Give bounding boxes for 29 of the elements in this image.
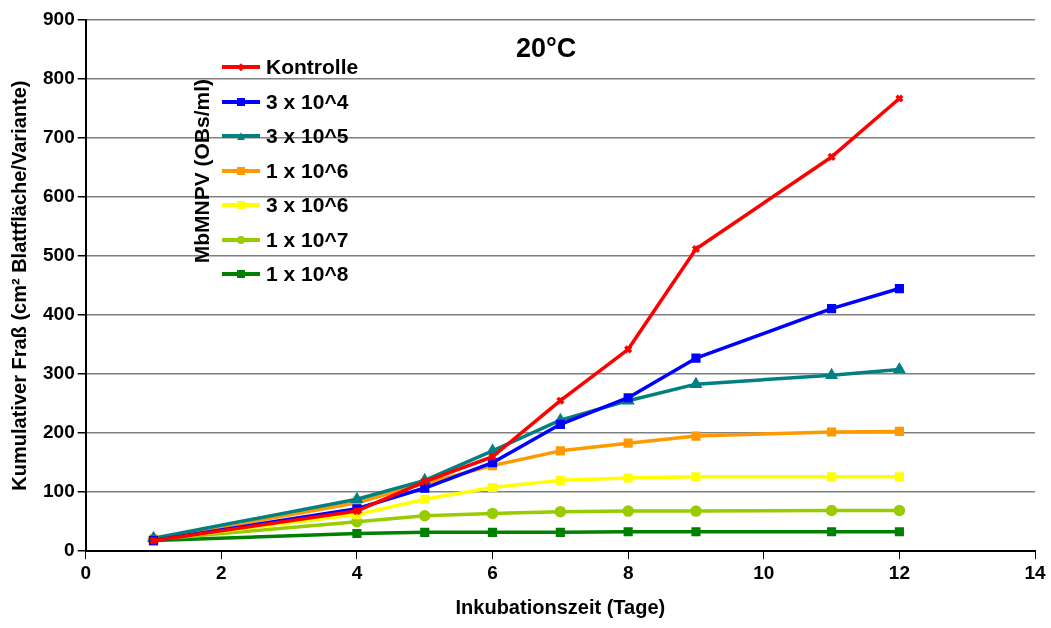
x-tick-label: 12 [888,561,910,583]
x-tick-label: 0 [80,561,91,583]
x-tick-label: 6 [487,561,498,583]
y-tick-label: 400 [43,303,75,325]
legend-label: 3 x 10^4 [266,89,349,114]
y-tick-label: 300 [43,362,75,384]
y-tick-label: 200 [43,421,75,443]
y-tick-label: 100 [43,480,75,502]
legend-label: Kontrolle [266,55,359,80]
x-tick-label: 14 [1024,561,1046,583]
y-tick-label: 600 [43,185,75,207]
legend-title: MbMNPV (OBs/ml) [190,78,214,263]
y-tick-label: 800 [43,67,75,89]
text: 20°C [515,33,577,64]
y-tick-label: 700 [43,126,75,148]
x-tick-label: 4 [351,561,363,583]
legend-label: 1 x 10^8 [266,262,349,287]
legend-label: 3 x 10^6 [266,193,349,218]
x-tick-label: 10 [753,561,775,583]
y-tick-label: 900 [43,8,75,30]
y-tick-label: 500 [43,244,75,266]
y-tick-label: 0 [64,539,75,561]
legend-label: 3 x 10^5 [266,124,349,149]
x-tick-label: 2 [216,561,227,583]
legend-label: 1 x 10^6 [266,158,349,183]
legend-label: 1 x 10^7 [266,227,349,252]
x-tick-label: 8 [622,561,634,583]
x-axis-title: Inkubationszeit (Tage) [455,595,666,618]
y-axis-title: Kumulativer Fraß (cm² Blattfläche/Variante) [7,80,30,491]
